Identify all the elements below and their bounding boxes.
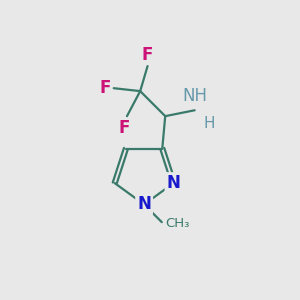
Text: F: F: [100, 79, 111, 97]
Text: H: H: [203, 116, 214, 130]
Text: N: N: [137, 196, 151, 214]
Text: NH: NH: [182, 87, 207, 105]
Text: CH₃: CH₃: [165, 217, 190, 230]
Text: F: F: [142, 46, 153, 64]
Text: F: F: [119, 119, 130, 137]
Text: N: N: [167, 174, 181, 192]
